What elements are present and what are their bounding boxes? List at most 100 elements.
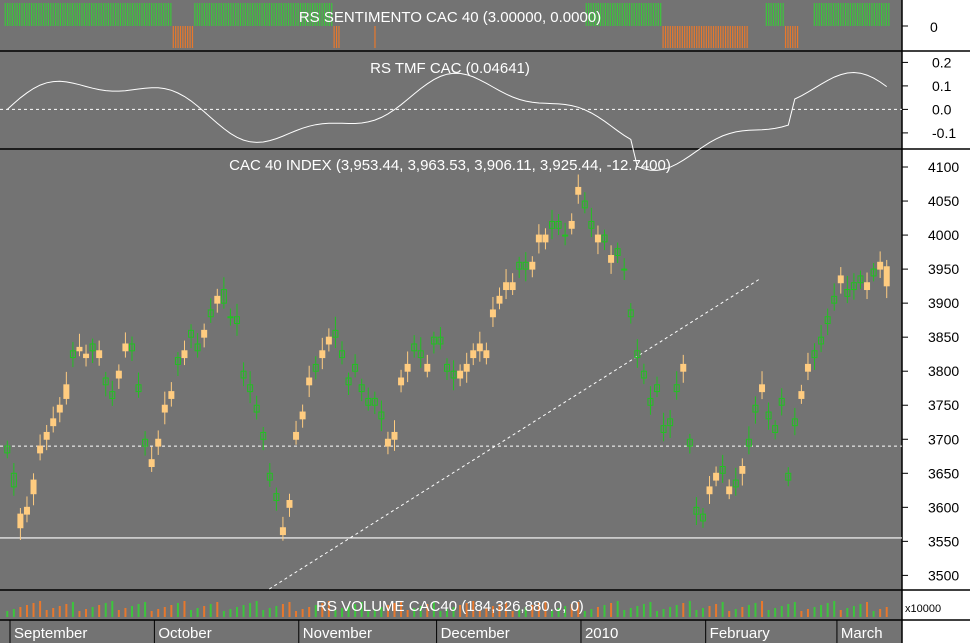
candle-body — [168, 391, 175, 399]
candle-body — [883, 266, 890, 287]
month-label: November — [303, 625, 372, 642]
candle-body — [109, 391, 116, 399]
candle-body — [818, 336, 825, 345]
month-label: March — [841, 625, 883, 642]
candle-body — [417, 350, 424, 359]
price-y-tick-label: 3500 — [928, 567, 959, 583]
candle-body — [56, 404, 63, 413]
candle-body — [365, 397, 372, 406]
tmf-y-tick-label: 0.2 — [932, 54, 952, 70]
candle-body — [870, 268, 877, 277]
candle-body — [102, 377, 109, 386]
candle-body — [227, 316, 234, 319]
candle-body — [496, 295, 503, 304]
candle-body — [96, 350, 103, 359]
tmf-title: RS TMF CAC (0.04641) — [370, 60, 530, 77]
candle-body — [378, 411, 385, 420]
volume-panel — [6, 601, 888, 617]
candle-body — [686, 438, 693, 447]
candle-body — [260, 431, 267, 440]
candle-body — [726, 486, 733, 495]
candle-body — [63, 384, 70, 399]
candle-body — [384, 438, 391, 447]
candle-body — [450, 370, 457, 379]
candle-body — [398, 377, 405, 386]
tmf-series-line — [6, 71, 887, 171]
candle-body — [719, 465, 726, 474]
x-axis-area — [0, 620, 902, 643]
candle-body — [713, 472, 720, 481]
candle-body — [207, 309, 214, 318]
trendline — [269, 278, 760, 590]
candle-body — [371, 397, 378, 406]
candle-body — [299, 411, 306, 420]
candle-body — [654, 384, 661, 393]
candle-body — [772, 425, 779, 433]
candle-body — [575, 186, 582, 195]
candle-body — [680, 363, 687, 372]
candle-body — [640, 370, 647, 379]
candle-body — [332, 329, 339, 338]
candle-body — [529, 261, 536, 270]
candle-body — [325, 336, 332, 345]
candle-body — [549, 220, 556, 229]
candle-body — [220, 289, 227, 304]
price-y-tick-label: 3850 — [928, 329, 959, 345]
candle-body — [148, 459, 155, 467]
candle-body — [791, 418, 798, 427]
candle-body — [122, 343, 129, 352]
candle-body — [69, 350, 76, 359]
candle-body — [483, 350, 490, 359]
candle-body — [23, 506, 30, 515]
y-axis-area — [902, 0, 970, 643]
candle-body — [404, 363, 411, 372]
candle-body — [608, 254, 615, 263]
candle-body — [562, 234, 569, 237]
candle-body — [161, 404, 168, 413]
candle-body — [115, 370, 122, 379]
candle-body — [286, 500, 293, 508]
tmf-y-tick-label: 0.0 — [932, 101, 952, 117]
candle-body — [279, 527, 286, 536]
price-y-tick-label: 3800 — [928, 363, 959, 379]
candle-body — [470, 350, 477, 359]
candle-body — [877, 261, 884, 270]
volume-title: RS VOLUME CAC40 (184,326,880.0, 0) — [316, 598, 584, 615]
candle-body — [811, 350, 818, 359]
candle-body — [306, 377, 313, 386]
candle-body — [89, 343, 96, 352]
candle-body — [50, 418, 57, 427]
sentiment-panel — [4, 3, 908, 48]
tmf-panel: 0.2 0.1 0.0 -0.1 — [0, 54, 956, 171]
candle-body — [489, 309, 496, 318]
candle-body — [850, 282, 857, 291]
candle-body — [667, 418, 674, 427]
candle-body — [83, 353, 90, 359]
candle-body — [43, 431, 50, 440]
candle-body — [358, 384, 365, 393]
candle-body — [411, 343, 418, 352]
price-y-tick-label: 3900 — [928, 295, 959, 311]
candle-body — [463, 363, 470, 372]
candle-body — [759, 384, 766, 393]
candle-body — [516, 261, 523, 270]
candle-body — [174, 357, 181, 365]
candle-body — [391, 431, 398, 440]
candle-body — [706, 486, 713, 495]
candle-body — [601, 234, 608, 243]
sentiment-title: RS SENTIMENTO CAC 40 (3.00000, 0.0000) — [299, 9, 601, 26]
candle-body — [824, 316, 831, 325]
candle-body — [233, 316, 240, 325]
candle-body — [752, 404, 759, 413]
candle-body — [778, 397, 785, 406]
candle-body — [201, 329, 208, 338]
month-label: 2010 — [585, 625, 618, 642]
month-label: December — [441, 625, 510, 642]
candle-body — [188, 329, 195, 338]
price-y-tick-label: 3600 — [928, 499, 959, 515]
candle-body — [503, 282, 510, 291]
price-y-tick-label: 3550 — [928, 533, 959, 549]
candle-body — [673, 384, 680, 393]
candle-body — [135, 384, 142, 393]
